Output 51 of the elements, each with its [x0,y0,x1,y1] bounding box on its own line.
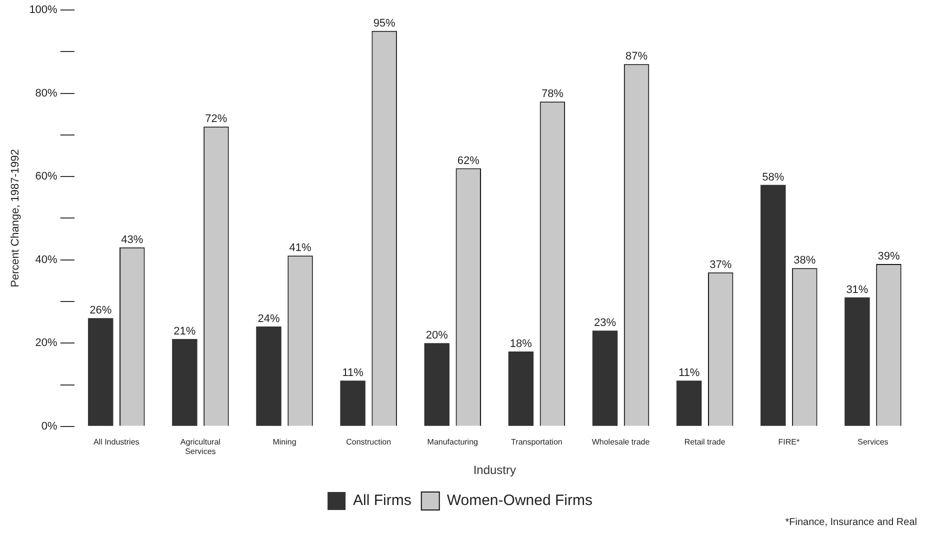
bar [172,338,198,426]
data-label: 26% [90,304,112,317]
data-label: 24% [258,312,280,325]
bar [88,318,114,426]
legend-label: All Firms [353,492,412,510]
y-tick-label: 80% [35,87,58,100]
data-label: 43% [121,234,144,246]
x-tick-label: Manufacturing [427,437,478,446]
bar [760,184,786,426]
y-axis-title: Percent Change, 1987-1992 [10,149,22,288]
bar [592,330,618,426]
x-tick-label: Retail trade [684,437,726,446]
bar [676,380,702,426]
data-label: 78% [541,88,564,100]
x-tick-label: Transportation [511,437,562,446]
data-label: 11% [342,367,364,380]
data-label: 21% [174,325,196,338]
y-tick-label: 20% [35,337,58,350]
x-axis-title: Industry [473,463,516,478]
data-label: 62% [457,154,480,167]
data-label: 31% [846,284,868,296]
x-tick-label: Mining [272,437,296,446]
y-tick-label: 100% [29,4,58,16]
bar [424,343,450,426]
bar [508,351,534,426]
data-label: 72% [205,113,228,126]
data-label: 95% [373,17,396,30]
text: *Finance, Insurance and Real [785,517,917,528]
bar [844,297,870,426]
data-label: 58% [762,171,784,184]
x-tick-label: Wholesale trade [592,437,650,446]
y-tick-label: 0% [41,420,58,432]
y-tick-label: 60% [35,170,58,183]
x-tick-label: Agricultural Services [180,437,221,456]
y-tick-label: 40% [35,254,58,266]
bar [256,326,282,426]
data-label: 23% [594,317,616,330]
data-label: 18% [510,338,532,350]
x-tick-label: Services [858,437,888,446]
data-label: 39% [878,250,900,263]
data-label: 87% [626,50,648,63]
legend-label: Women-Owned Firms [446,492,592,510]
data-label: 41% [289,242,312,254]
data-label: 37% [710,258,732,271]
data-label: 20% [426,330,448,342]
x-tick-label: Construction [346,437,392,446]
bar [340,380,366,426]
x-tick-label: FIRE* [778,437,800,446]
x-tick-label: All Industries [93,437,140,446]
data-label: 38% [794,254,816,267]
data-label: 11% [678,367,700,380]
